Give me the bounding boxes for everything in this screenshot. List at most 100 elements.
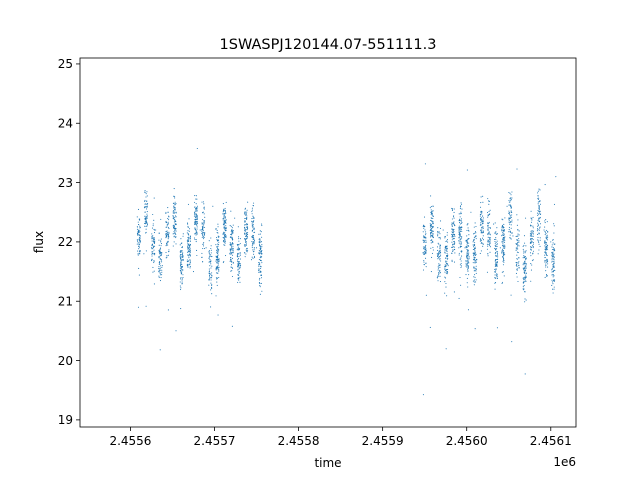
data-point	[223, 221, 225, 223]
data-point	[524, 242, 526, 244]
data-point	[158, 269, 160, 271]
data-point	[531, 241, 533, 243]
data-point	[251, 223, 253, 225]
data-point	[251, 218, 253, 220]
data-point	[223, 223, 226, 225]
data-point	[509, 192, 511, 194]
data-point	[495, 248, 497, 250]
data-point	[159, 249, 161, 251]
data-point	[196, 215, 199, 217]
data-point	[532, 225, 534, 227]
data-point	[181, 254, 183, 256]
data-point	[180, 265, 182, 267]
data-point	[553, 261, 555, 263]
data-point	[473, 267, 475, 269]
data-point	[174, 220, 176, 222]
data-point	[446, 295, 448, 297]
data-point	[522, 248, 524, 250]
data-point	[502, 241, 504, 243]
data-point	[516, 168, 518, 170]
data-point	[532, 259, 534, 261]
data-point	[260, 267, 262, 270]
data-point	[517, 280, 519, 283]
data-point	[424, 246, 426, 248]
data-point	[151, 227, 154, 229]
data-point	[511, 341, 513, 343]
data-point	[204, 226, 206, 228]
data-point	[158, 261, 161, 263]
data-point	[159, 280, 162, 282]
data-point	[453, 208, 455, 210]
data-point	[260, 251, 262, 253]
data-point	[231, 241, 233, 244]
data-point	[203, 221, 205, 223]
data-point	[231, 275, 233, 278]
data-point	[145, 200, 147, 202]
data-point	[430, 209, 432, 211]
data-point	[516, 251, 518, 253]
data-point	[145, 217, 147, 220]
data-point	[217, 258, 219, 261]
data-point	[429, 326, 431, 329]
data-point	[187, 265, 189, 267]
data-point	[153, 232, 156, 234]
data-point	[196, 198, 198, 200]
data-point	[422, 235, 425, 237]
data-point	[153, 219, 155, 221]
data-point	[496, 261, 498, 263]
data-point	[504, 217, 506, 219]
data-points	[136, 147, 557, 396]
data-point	[497, 254, 499, 256]
data-point	[175, 230, 177, 232]
data-point	[196, 228, 198, 230]
x-axis-offset-label: 1e6	[553, 455, 576, 469]
data-point	[458, 239, 460, 242]
data-point	[217, 239, 219, 242]
data-point	[461, 245, 463, 247]
data-point	[253, 228, 255, 230]
data-point	[503, 234, 505, 236]
data-point	[251, 224, 253, 226]
data-point	[496, 327, 498, 329]
data-point	[458, 213, 460, 215]
data-point	[181, 250, 183, 252]
data-point	[229, 249, 231, 251]
data-point	[424, 163, 426, 165]
data-point	[523, 252, 525, 254]
data-point	[181, 263, 183, 266]
data-point	[243, 238, 246, 240]
data-point	[508, 219, 510, 221]
data-point	[186, 232, 188, 234]
data-point	[260, 274, 262, 276]
data-point	[460, 218, 463, 220]
data-point	[544, 251, 546, 253]
data-point	[139, 219, 141, 221]
data-point	[144, 191, 146, 193]
data-point	[222, 203, 224, 205]
data-point	[538, 243, 540, 245]
data-point	[244, 227, 246, 229]
data-point	[230, 225, 232, 227]
data-point	[230, 270, 232, 272]
data-point	[488, 241, 490, 243]
data-point	[446, 260, 448, 262]
data-point	[482, 245, 484, 247]
data-point	[224, 209, 226, 211]
data-point	[202, 247, 204, 250]
data-point	[552, 271, 554, 273]
data-point	[494, 277, 496, 279]
data-point	[145, 215, 147, 217]
data-point	[222, 231, 225, 233]
data-point	[167, 218, 169, 220]
data-point	[509, 221, 511, 223]
data-point	[251, 209, 253, 211]
data-point	[146, 225, 148, 227]
data-point	[239, 254, 241, 256]
data-point	[259, 277, 261, 280]
data-point	[258, 262, 260, 264]
data-point	[252, 249, 254, 251]
data-point	[458, 247, 460, 249]
data-point	[539, 226, 541, 228]
data-point	[180, 261, 182, 263]
data-point	[509, 215, 511, 217]
